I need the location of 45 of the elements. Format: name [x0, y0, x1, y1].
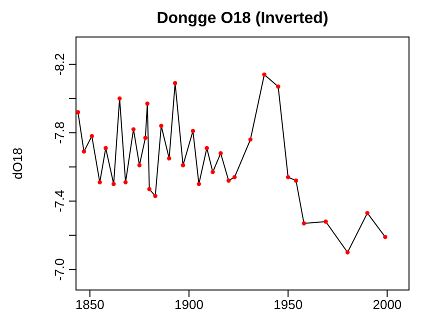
point — [172, 81, 178, 86]
x-tick-label: 1850 — [75, 297, 104, 312]
point — [365, 210, 370, 216]
x-tick-label: 2000 — [372, 297, 402, 312]
point — [143, 136, 148, 140]
y-tick-label: -8.2 — [52, 53, 67, 76]
point — [159, 124, 164, 128]
point — [226, 178, 231, 183]
y-tick-label: -7.0 — [52, 258, 67, 281]
y-axis-title: dO18 — [10, 148, 25, 180]
point — [98, 180, 102, 184]
y-tick-label: -7.8 — [52, 122, 67, 144]
point — [232, 175, 237, 180]
point — [90, 134, 94, 138]
point — [104, 146, 108, 150]
point — [345, 250, 350, 254]
point — [147, 187, 152, 192]
point — [262, 72, 266, 77]
x-tick-label: 1900 — [174, 297, 204, 312]
point — [204, 146, 209, 150]
x-tick-label: 1950 — [274, 297, 303, 312]
point — [180, 163, 186, 168]
point — [153, 194, 158, 198]
point — [248, 137, 253, 142]
point — [302, 221, 306, 226]
y-tick-label: -7.4 — [52, 190, 67, 212]
point — [294, 178, 298, 183]
point — [383, 234, 388, 240]
point — [196, 182, 202, 186]
point — [210, 170, 215, 174]
point — [324, 220, 328, 224]
point — [82, 149, 86, 154]
point — [167, 156, 172, 160]
point — [131, 127, 136, 132]
point — [190, 128, 196, 134]
point — [137, 163, 142, 168]
point — [123, 180, 128, 184]
point — [145, 102, 150, 106]
point — [76, 110, 80, 114]
chart-title: Dongge O18 (Inverted) — [156, 10, 328, 27]
point — [276, 84, 280, 89]
point — [117, 96, 122, 101]
point — [218, 151, 223, 156]
point — [112, 182, 116, 186]
point — [286, 175, 290, 180]
